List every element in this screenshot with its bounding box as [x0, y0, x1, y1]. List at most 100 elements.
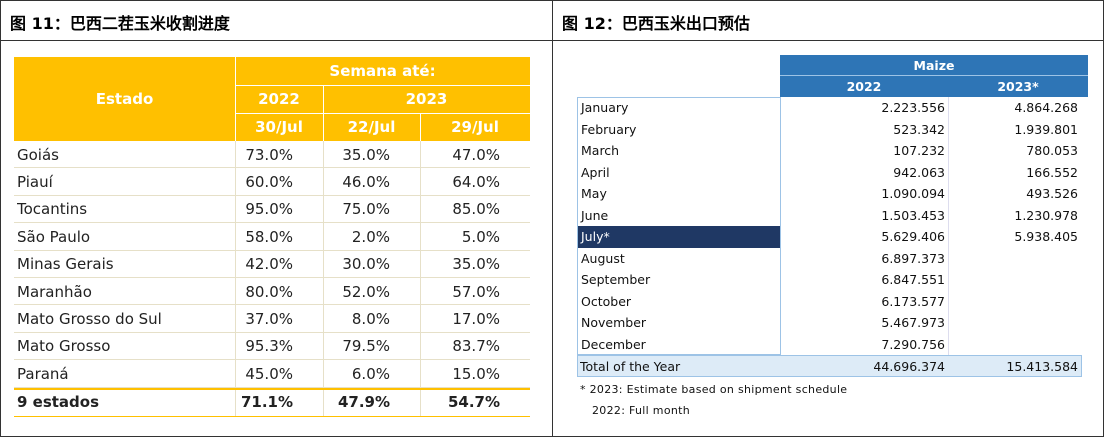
header-cell: 2023: [405, 90, 448, 108]
figure-title: 图 12：巴西玉米出口预估: [562, 14, 750, 33]
percent: 57.0%: [452, 282, 500, 301]
header-rule: [235, 57, 236, 141]
percent: 30.0%: [342, 255, 390, 274]
percent: 8.0%: [351, 310, 390, 329]
month: November: [581, 315, 647, 331]
state: Piauí: [17, 173, 53, 192]
value: 5.938.405: [1014, 229, 1078, 245]
percent: 80.0%: [245, 282, 293, 301]
total-rule: [14, 387, 530, 390]
percent: 35.0%: [452, 255, 500, 274]
divider: [552, 0, 553, 437]
header-fill: [780, 55, 1088, 97]
total-label: Total of the Year: [580, 358, 681, 374]
value: 4.864.268: [1014, 100, 1078, 116]
row-rule: [14, 277, 530, 278]
header-rule: [780, 75, 1088, 76]
month: April: [581, 164, 610, 180]
total-value: 54.7%: [447, 392, 500, 411]
month: January: [581, 100, 629, 116]
header-cell: Semana até:: [329, 62, 436, 80]
percent: 64.0%: [452, 173, 500, 192]
percent: 15.0%: [452, 364, 500, 383]
value: 107.232: [893, 143, 945, 159]
percent: 47.0%: [452, 145, 500, 164]
header-cell: 2023*: [997, 79, 1039, 94]
value: 6.847.551: [881, 272, 945, 288]
value: 5.629.406: [881, 229, 945, 245]
month: July*: [578, 226, 780, 248]
value: 523.342: [893, 121, 945, 137]
percent: 75.0%: [342, 200, 390, 219]
percent: 73.0%: [245, 145, 293, 164]
row-rule: [14, 386, 530, 388]
month: May: [581, 186, 607, 202]
header-cell: 2022: [258, 90, 300, 108]
state: Mato Grosso: [17, 337, 111, 356]
value: 1.503.453: [881, 207, 945, 223]
note: * 2023: Estimate based on shipment sched…: [580, 382, 848, 396]
percent: 37.0%: [245, 310, 293, 329]
value: 493.526: [1026, 186, 1078, 202]
header-cell: 30/Jul: [255, 118, 303, 136]
total-value: 44.696.374: [873, 358, 945, 374]
value: 2.223.556: [881, 100, 945, 116]
month: September: [581, 272, 651, 288]
note: 2022: Full month: [592, 403, 691, 417]
col-rule: [948, 97, 949, 355]
state: Minas Gerais: [17, 255, 114, 274]
figure-title: 图 11：巴西二茬玉米收割进度: [10, 14, 230, 33]
total-rule: [14, 415, 530, 417]
percent: 35.0%: [342, 145, 390, 164]
value: 7.290.756: [881, 336, 945, 352]
percent: 46.0%: [342, 173, 390, 192]
percent: 45.0%: [245, 364, 293, 383]
state: Maranhão: [17, 282, 92, 301]
percent: 95.3%: [245, 337, 293, 356]
percent: 85.0%: [452, 200, 500, 219]
state: São Paulo: [17, 227, 91, 246]
percent: 6.0%: [351, 364, 390, 383]
state: Goiás: [17, 145, 59, 164]
total-value: 71.1%: [240, 392, 293, 411]
percent: 58.0%: [245, 227, 293, 246]
month: December: [581, 336, 646, 352]
total-value: 47.9%: [337, 392, 390, 411]
header-fill: [14, 57, 530, 141]
percent: 5.0%: [461, 227, 500, 246]
month: August: [581, 250, 625, 266]
percent: 95.0%: [245, 200, 293, 219]
value: 166.552: [1026, 164, 1078, 180]
row-rule: [14, 331, 530, 333]
value: 780.053: [1026, 143, 1078, 159]
percent: 52.0%: [342, 282, 390, 301]
value: 942.063: [893, 164, 945, 180]
value: 1.090.094: [881, 186, 945, 202]
percent: 2.0%: [351, 227, 390, 246]
header-rule: [323, 85, 324, 141]
value: 1.230.978: [1014, 207, 1078, 223]
percent: 42.0%: [245, 255, 293, 274]
percent: 83.7%: [452, 337, 500, 356]
state: Tocantins: [17, 200, 88, 219]
percent: 60.0%: [245, 173, 293, 192]
month: October: [581, 293, 632, 309]
header-cell: Estado: [95, 90, 154, 108]
value: 6.173.577: [881, 293, 945, 309]
month: February: [581, 121, 637, 137]
row-rule: [14, 249, 530, 251]
header-cell: Maize: [913, 57, 955, 73]
total-fill: [577, 355, 1082, 377]
header-rule: [235, 113, 530, 114]
col-rule: [323, 141, 324, 416]
col-rule: [235, 141, 236, 416]
percent: 17.0%: [452, 310, 500, 329]
month: March: [581, 143, 620, 159]
value: 1.939.801: [1014, 121, 1078, 137]
header-cell: 22/Jul: [347, 118, 396, 136]
month-frame: [577, 97, 781, 355]
row-rule: [14, 167, 530, 169]
header-rule: [420, 113, 421, 141]
header-rule: [235, 85, 530, 86]
header-cell: 29/Jul: [451, 118, 499, 136]
